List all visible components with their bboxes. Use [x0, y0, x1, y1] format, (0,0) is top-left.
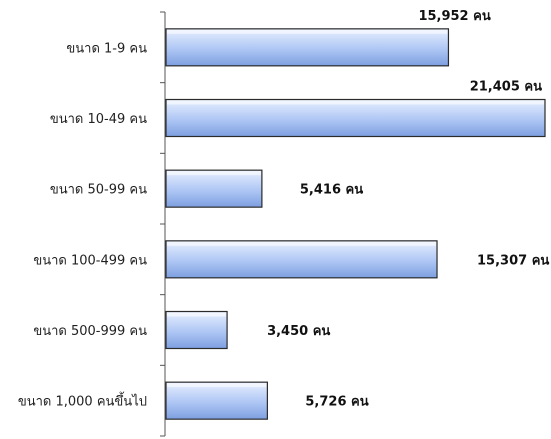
category-label: ขนาด 100-499 คน — [33, 253, 147, 268]
bar — [165, 98, 546, 138]
bar — [165, 169, 263, 208]
bar-highlight — [167, 171, 261, 176]
data-label: 3,450 คน — [267, 324, 330, 339]
data-label: 21,405 คน — [470, 80, 542, 95]
data-label: 15,307 คน — [477, 253, 549, 268]
bar — [165, 381, 268, 420]
bar-highlight — [167, 100, 544, 105]
bar-highlight — [167, 241, 437, 246]
data-label: 5,726 คน — [305, 395, 368, 410]
bar-highlight — [167, 312, 227, 317]
category-label: ขนาด 1-9 คน — [66, 41, 147, 56]
category-label: ขนาด 50-99 คน — [50, 183, 147, 198]
bar-highlight — [167, 383, 267, 388]
data-label: 5,416 คน — [300, 183, 363, 198]
category-label: ขนาด 10-49 คน — [50, 112, 147, 127]
bar — [165, 310, 228, 350]
bar — [165, 240, 438, 279]
category-label: ขนาด 1,000 คนขึ้นไป — [18, 392, 147, 410]
category-label: ขนาด 500-999 คน — [33, 324, 147, 339]
bar-highlight — [167, 29, 448, 34]
data-label: 15,952 คน — [418, 9, 490, 24]
bar — [165, 28, 450, 67]
